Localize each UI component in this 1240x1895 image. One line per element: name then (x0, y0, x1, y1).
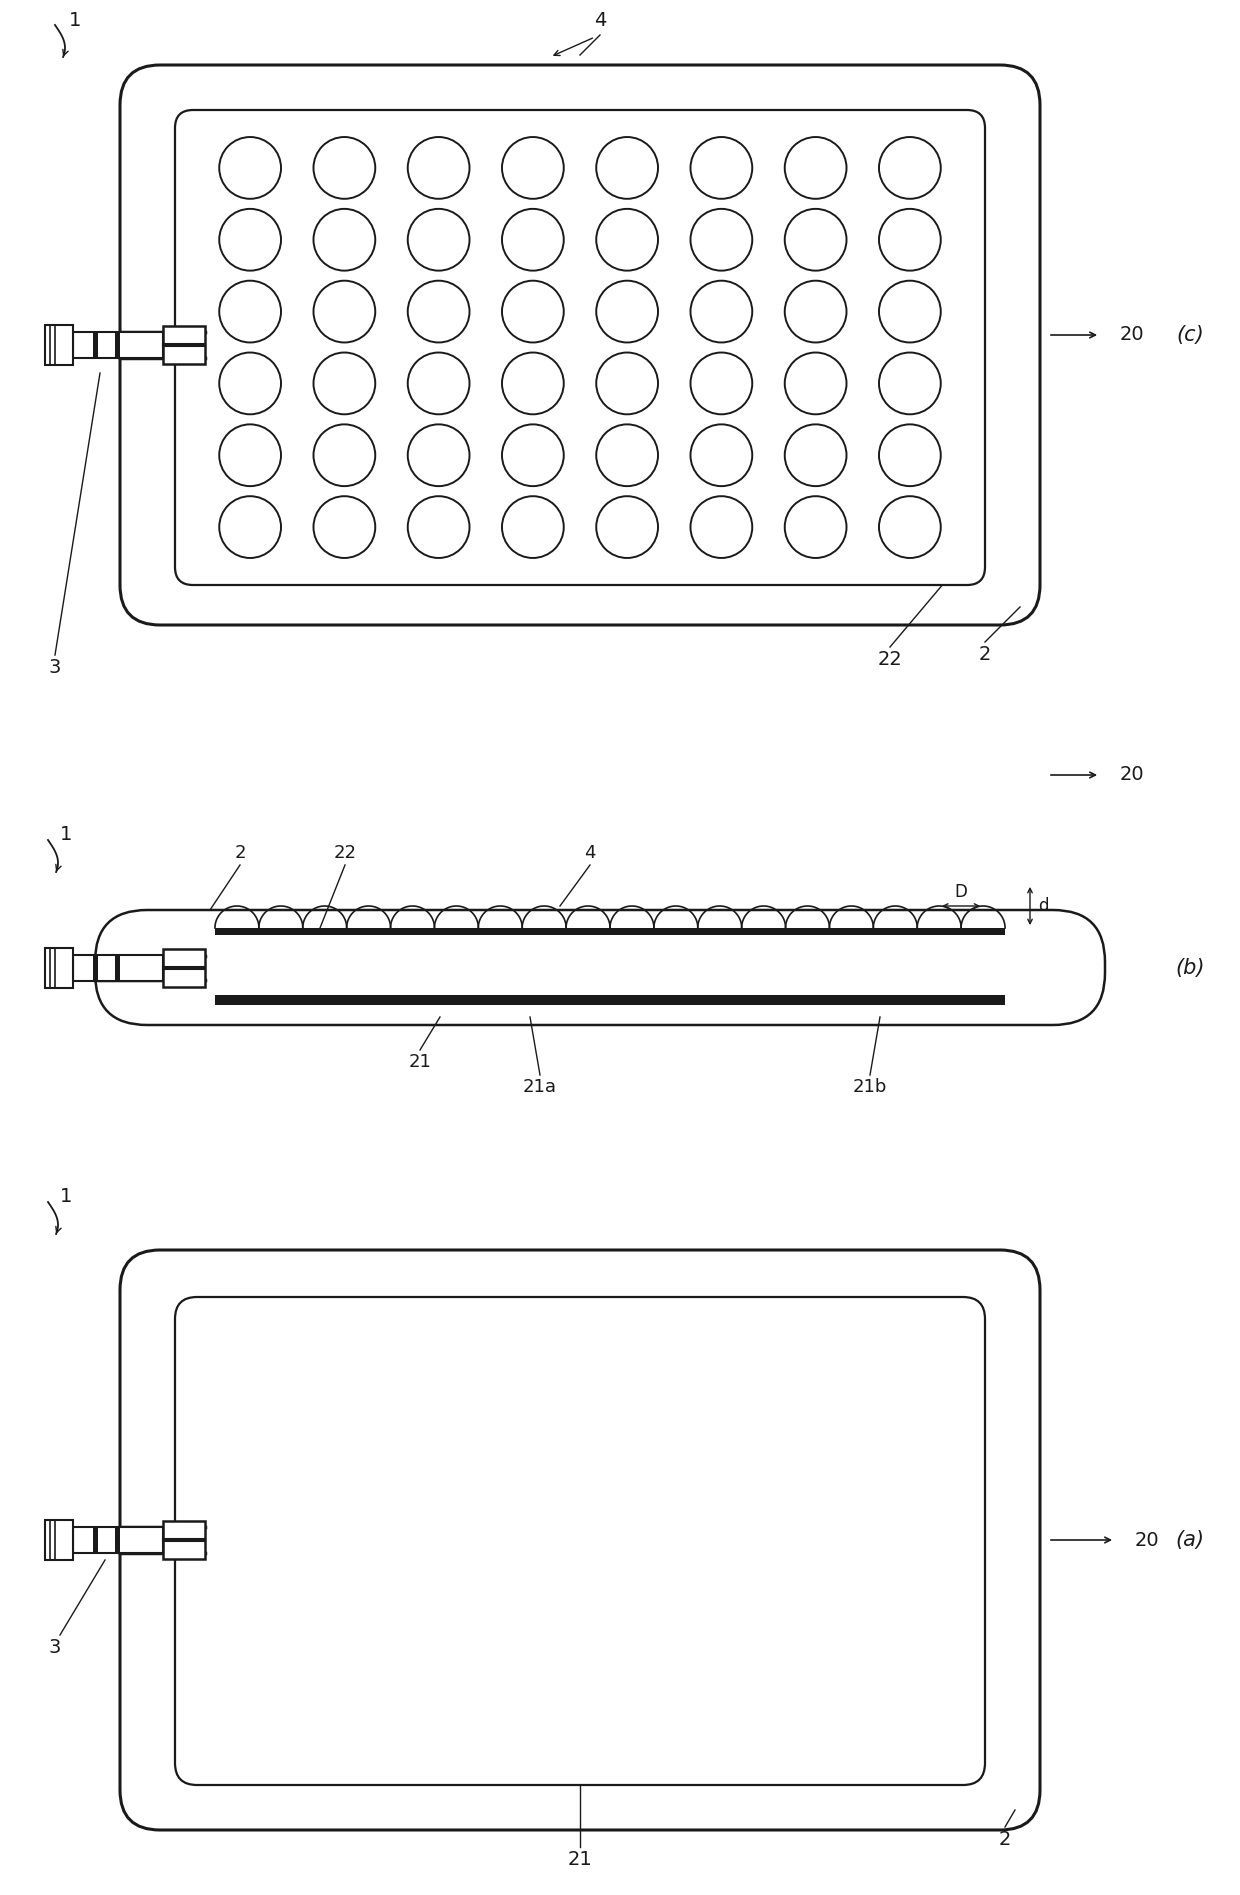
Text: 3: 3 (48, 658, 61, 677)
Circle shape (596, 208, 658, 271)
Text: 20: 20 (1135, 1531, 1159, 1550)
Circle shape (879, 424, 941, 487)
Circle shape (785, 352, 847, 415)
Bar (215, 995, 1004, 1004)
Bar (45, 948, 73, 987)
Circle shape (502, 136, 564, 199)
Text: 4: 4 (594, 11, 606, 30)
Bar (93, 955, 98, 982)
Bar (93, 1527, 98, 1554)
Text: 21: 21 (568, 1850, 593, 1868)
Circle shape (314, 424, 376, 487)
Circle shape (879, 208, 941, 271)
Text: (a): (a) (1176, 1529, 1204, 1550)
Circle shape (408, 136, 470, 199)
Bar (73, 955, 162, 982)
FancyBboxPatch shape (175, 110, 985, 586)
Circle shape (879, 136, 941, 199)
Text: 2: 2 (234, 843, 246, 862)
FancyBboxPatch shape (175, 1296, 985, 1785)
FancyBboxPatch shape (120, 64, 1040, 625)
Circle shape (785, 208, 847, 271)
Bar (115, 1527, 120, 1554)
Text: D: D (955, 883, 967, 900)
Text: (c): (c) (1176, 326, 1204, 345)
Bar (93, 332, 98, 358)
Bar (73, 1527, 162, 1554)
Bar (45, 1520, 73, 1560)
Text: 2: 2 (978, 644, 991, 663)
Text: 22: 22 (878, 650, 903, 669)
Circle shape (219, 424, 281, 487)
Circle shape (691, 496, 753, 557)
Bar (162, 1522, 205, 1560)
Circle shape (691, 352, 753, 415)
Circle shape (314, 496, 376, 557)
Circle shape (879, 496, 941, 557)
Circle shape (408, 280, 470, 343)
Circle shape (408, 208, 470, 271)
Circle shape (596, 496, 658, 557)
Circle shape (219, 496, 281, 557)
Circle shape (691, 136, 753, 199)
Circle shape (219, 280, 281, 343)
Text: d: d (1038, 896, 1049, 915)
Text: 21b: 21b (853, 1078, 887, 1095)
FancyBboxPatch shape (95, 910, 1105, 1025)
Bar (73, 332, 162, 358)
Circle shape (596, 352, 658, 415)
Circle shape (691, 424, 753, 487)
Text: (b): (b) (1176, 959, 1205, 978)
Bar (162, 326, 205, 364)
Circle shape (502, 352, 564, 415)
Circle shape (502, 424, 564, 487)
Text: 2: 2 (998, 1831, 1011, 1850)
Circle shape (219, 136, 281, 199)
Text: 1: 1 (60, 1188, 72, 1207)
Circle shape (219, 352, 281, 415)
Circle shape (408, 496, 470, 557)
Text: 21: 21 (408, 1054, 432, 1071)
Text: 3: 3 (48, 1637, 61, 1656)
Bar (215, 929, 1004, 934)
Circle shape (408, 424, 470, 487)
Text: 21a: 21a (523, 1078, 557, 1095)
Circle shape (596, 136, 658, 199)
Circle shape (314, 352, 376, 415)
FancyBboxPatch shape (120, 1251, 1040, 1831)
Text: 20: 20 (1120, 326, 1145, 345)
Text: 1: 1 (68, 11, 81, 30)
Bar (45, 326, 73, 366)
Circle shape (691, 208, 753, 271)
Circle shape (219, 208, 281, 271)
Circle shape (314, 280, 376, 343)
Circle shape (502, 496, 564, 557)
Text: 22: 22 (334, 843, 357, 862)
Bar (162, 949, 205, 987)
Text: 1: 1 (60, 826, 72, 845)
Bar (115, 332, 120, 358)
Circle shape (314, 208, 376, 271)
Circle shape (691, 280, 753, 343)
Circle shape (879, 352, 941, 415)
Text: 4: 4 (584, 843, 595, 862)
Circle shape (596, 424, 658, 487)
Circle shape (785, 136, 847, 199)
Circle shape (596, 280, 658, 343)
Circle shape (314, 136, 376, 199)
Circle shape (785, 496, 847, 557)
Circle shape (502, 208, 564, 271)
Text: 20: 20 (1120, 766, 1145, 785)
Circle shape (408, 352, 470, 415)
Circle shape (879, 280, 941, 343)
Bar (115, 955, 120, 982)
Circle shape (785, 424, 847, 487)
Circle shape (785, 280, 847, 343)
Circle shape (502, 280, 564, 343)
